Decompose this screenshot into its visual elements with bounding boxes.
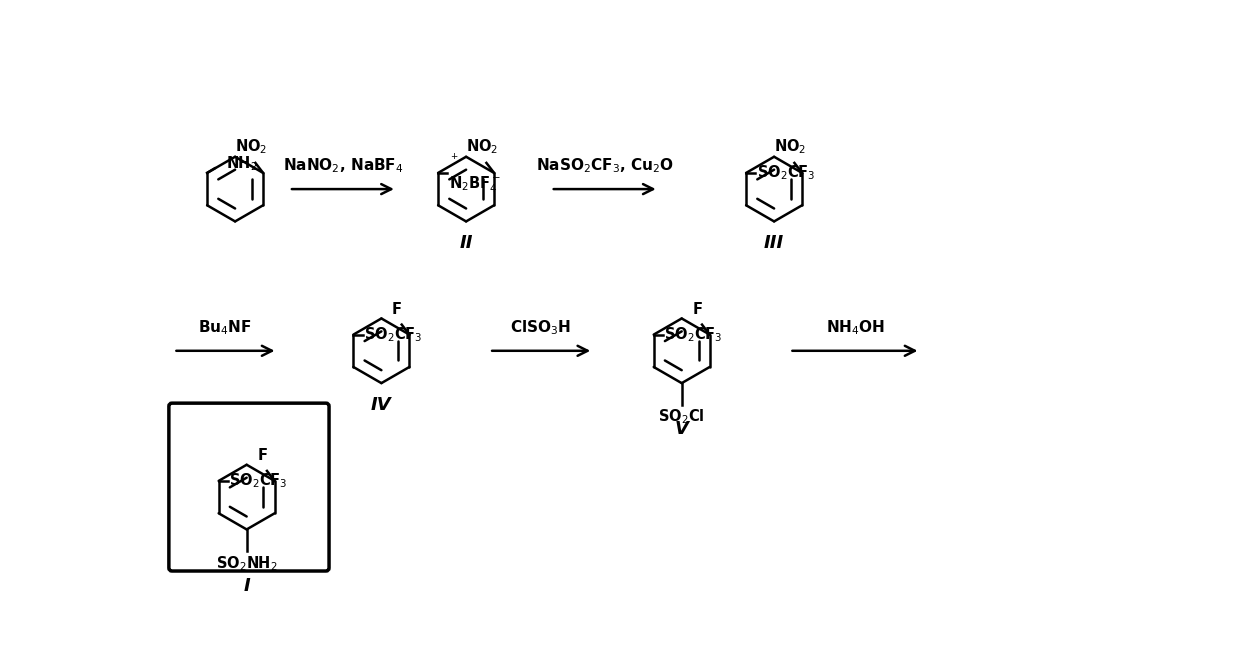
Text: IV: IV xyxy=(371,396,392,414)
FancyBboxPatch shape xyxy=(169,403,329,571)
Text: NH$_2$: NH$_2$ xyxy=(226,154,257,173)
Text: $^+$: $^+$ xyxy=(449,152,459,165)
Text: SO$_2$CF$_3$: SO$_2$CF$_3$ xyxy=(665,325,723,344)
Text: NaSO$_2$CF$_3$, Cu$_2$O: NaSO$_2$CF$_3$, Cu$_2$O xyxy=(536,156,673,175)
Text: SO$_2$CF$_3$: SO$_2$CF$_3$ xyxy=(756,164,816,183)
Text: F: F xyxy=(692,302,702,317)
Text: NO$_2$: NO$_2$ xyxy=(234,138,267,156)
Text: V: V xyxy=(675,420,688,438)
Text: F: F xyxy=(258,448,268,463)
Text: I: I xyxy=(243,578,250,595)
Text: II: II xyxy=(459,234,472,252)
Text: N$_2$BF$_4^-$: N$_2$BF$_4^-$ xyxy=(449,174,501,195)
Text: SO$_2$Cl: SO$_2$Cl xyxy=(658,408,706,427)
Text: III: III xyxy=(764,234,784,252)
Text: ClSO$_3$H: ClSO$_3$H xyxy=(510,318,572,337)
Text: F: F xyxy=(392,302,402,317)
Text: Bu$_4$NF: Bu$_4$NF xyxy=(198,318,252,337)
Text: SO$_2$CF$_3$: SO$_2$CF$_3$ xyxy=(229,472,288,491)
Text: SO$_2$CF$_3$: SO$_2$CF$_3$ xyxy=(365,325,423,344)
Text: NaNO$_2$, NaBF$_4$: NaNO$_2$, NaBF$_4$ xyxy=(283,156,403,175)
Text: NH$_4$OH: NH$_4$OH xyxy=(826,318,884,337)
Text: NO$_2$: NO$_2$ xyxy=(774,138,806,156)
Text: SO$_2$NH$_2$: SO$_2$NH$_2$ xyxy=(216,554,278,573)
Text: NO$_2$: NO$_2$ xyxy=(466,138,498,156)
